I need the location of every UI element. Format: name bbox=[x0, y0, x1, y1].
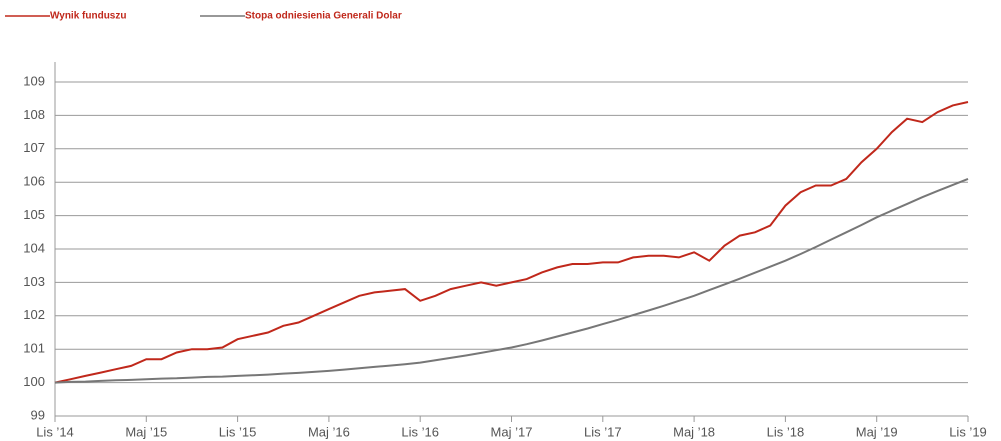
legend-label: Stopa odniesienia Generali Dolar bbox=[245, 11, 402, 22]
series-line bbox=[54, 101, 969, 384]
y-tick-label: 102 bbox=[23, 307, 45, 322]
y-tick-label: 103 bbox=[23, 274, 45, 289]
y-tick-label: 107 bbox=[23, 140, 45, 155]
x-tick-label: Lis ’18 bbox=[767, 424, 805, 439]
x-tick-label: Maj ’17 bbox=[491, 424, 533, 439]
x-tick-label: Lis ’15 bbox=[219, 424, 257, 439]
y-tick-label: 99 bbox=[31, 407, 45, 422]
x-tick-label: Maj ’18 bbox=[673, 424, 715, 439]
y-tick-label: 104 bbox=[23, 240, 45, 255]
x-tick-label: Lis ’14 bbox=[36, 424, 74, 439]
y-tick-label: 109 bbox=[23, 73, 45, 88]
legend-label: Wynik funduszu bbox=[50, 11, 126, 22]
y-tick-label: 101 bbox=[23, 341, 45, 356]
x-tick-label: Lis ’19 bbox=[949, 424, 987, 439]
x-tick-label: Lis ’16 bbox=[401, 424, 439, 439]
x-tick-label: Maj ’16 bbox=[308, 424, 350, 439]
y-tick-label: 108 bbox=[23, 107, 45, 122]
y-tick-label: 106 bbox=[23, 174, 45, 189]
y-tick-label: 105 bbox=[23, 207, 45, 222]
x-tick-label: Maj ’15 bbox=[125, 424, 167, 439]
x-tick-label: Lis ’17 bbox=[584, 424, 622, 439]
x-tick-label: Maj ’19 bbox=[856, 424, 898, 439]
series-line bbox=[54, 177, 969, 384]
y-tick-label: 100 bbox=[23, 374, 45, 389]
